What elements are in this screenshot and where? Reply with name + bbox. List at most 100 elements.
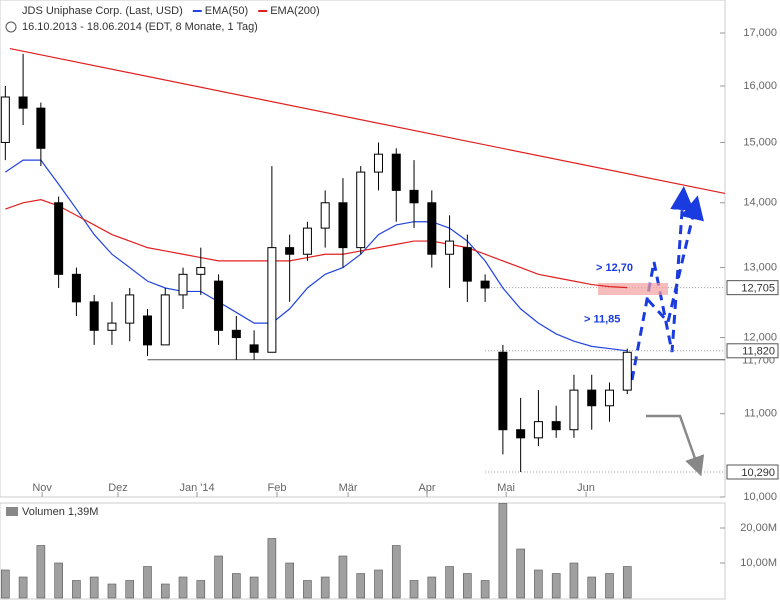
target-zone: [598, 282, 668, 295]
candle-body: [391, 153, 401, 191]
candle-body: [142, 315, 152, 346]
price-label-box: [726, 464, 779, 480]
price-label-box: [726, 280, 779, 296]
candle-body: [231, 329, 241, 339]
volume-bar: [267, 538, 277, 599]
candle-body: [178, 273, 188, 296]
clock-icon: [5, 21, 17, 33]
volume-frame: [0, 502, 726, 600]
volume-bar: [622, 566, 632, 599]
chart-title: JDS Uniphase Corp. (Last, USD): [22, 5, 183, 17]
price-label: 11,820: [742, 346, 775, 358]
candle-body: [214, 280, 224, 331]
candle-body: [125, 294, 135, 324]
volume-bar: [534, 569, 543, 599]
candle-body: [533, 421, 543, 439]
y-tick-label: 13,000: [743, 261, 777, 273]
volume-bar: [303, 580, 312, 599]
candle-body: [462, 247, 472, 282]
down-arrow: [646, 414, 705, 477]
volume-bar: [72, 580, 81, 599]
candle-body: [445, 240, 455, 255]
y-tick-label: 14,000: [743, 197, 777, 209]
candle-body: [480, 280, 490, 289]
y-tick-label: 16,000: [743, 80, 777, 92]
price-label: 12,705: [741, 283, 775, 295]
candle-body: [551, 421, 561, 431]
volume-bar: [214, 555, 223, 599]
candle-body: [107, 322, 117, 331]
plot-frame: [0, 0, 726, 498]
volume-bar: [107, 583, 117, 599]
candle-body: [285, 247, 295, 255]
volume-bar: [374, 569, 383, 599]
candle-body: [249, 344, 259, 353]
volume-bar: [36, 545, 46, 599]
candle-body: [0, 96, 10, 143]
volume-icon: [6, 507, 18, 516]
legend-label: EMA(200): [270, 5, 320, 17]
ema-line: [5, 199, 628, 289]
volume-bar: [125, 580, 135, 599]
volume-bar: [427, 576, 437, 599]
candle-body: [427, 202, 437, 255]
legend-label: EMA(50): [205, 5, 248, 17]
volume-tick-label: 20,00M: [740, 522, 777, 534]
volume-bar: [285, 562, 294, 599]
volume-bar: [196, 580, 206, 599]
volume-bar: [320, 576, 330, 599]
volume-bar: [249, 576, 259, 599]
candle-body: [373, 153, 383, 173]
x-tick-label: Mai: [497, 482, 515, 494]
volume-bar: [178, 576, 188, 599]
volume-bar: [409, 580, 419, 599]
x-tick-label: Feb: [268, 482, 287, 494]
price-label: 10,290: [741, 467, 775, 479]
forecast-arrow: [646, 195, 704, 326]
price-label-box: [726, 343, 779, 359]
x-tick-label: Dez: [108, 482, 128, 494]
candle-body: [569, 389, 579, 431]
candle-body: [71, 273, 81, 303]
candle-body: [160, 294, 170, 346]
candle-body: [338, 202, 348, 249]
candle-body: [54, 202, 64, 275]
volume-bar: [569, 562, 579, 599]
candle-body: [196, 267, 206, 275]
candle-body: [18, 96, 28, 109]
volume-tick-label: 10,00M: [740, 557, 777, 569]
chart-subtitle: 16.10.2013 - 18.06.2014 (EDT, 8 Monate, …: [22, 21, 258, 33]
candle-body: [604, 389, 614, 407]
volume-bar: [89, 576, 99, 599]
candle-body: [320, 202, 330, 229]
candle-body: [267, 247, 277, 353]
volume-bar: [587, 576, 597, 599]
volume-bar: [1, 569, 10, 599]
volume-bar: [232, 573, 241, 599]
candle-body: [356, 171, 366, 249]
volume-title: Volumen 1,39M: [22, 506, 98, 518]
candle-body: [516, 429, 526, 439]
candle-body: [587, 389, 597, 407]
candle-body: [89, 301, 99, 331]
volume-bar: [356, 573, 366, 599]
volume-bar: [143, 566, 152, 599]
x-tick-label: Nov: [32, 482, 52, 494]
volume-bar: [516, 548, 525, 599]
volume-bar: [445, 566, 454, 599]
ema-line: [4, 159, 628, 352]
volume-bar: [480, 580, 490, 599]
candle-body: [622, 351, 632, 391]
x-tick-label: Jan '14: [179, 482, 214, 494]
volume-bar: [498, 503, 508, 599]
volume-bar: [463, 573, 472, 599]
forecast-arrow: [630, 186, 695, 381]
x-tick-label: Mär: [339, 482, 358, 494]
y-tick-label: 15,000: [743, 136, 777, 148]
volume-bar: [551, 573, 561, 599]
trendline: [9, 47, 726, 195]
y-tick-label: 11,000: [744, 408, 777, 420]
x-tick-label: Apr: [418, 482, 435, 494]
